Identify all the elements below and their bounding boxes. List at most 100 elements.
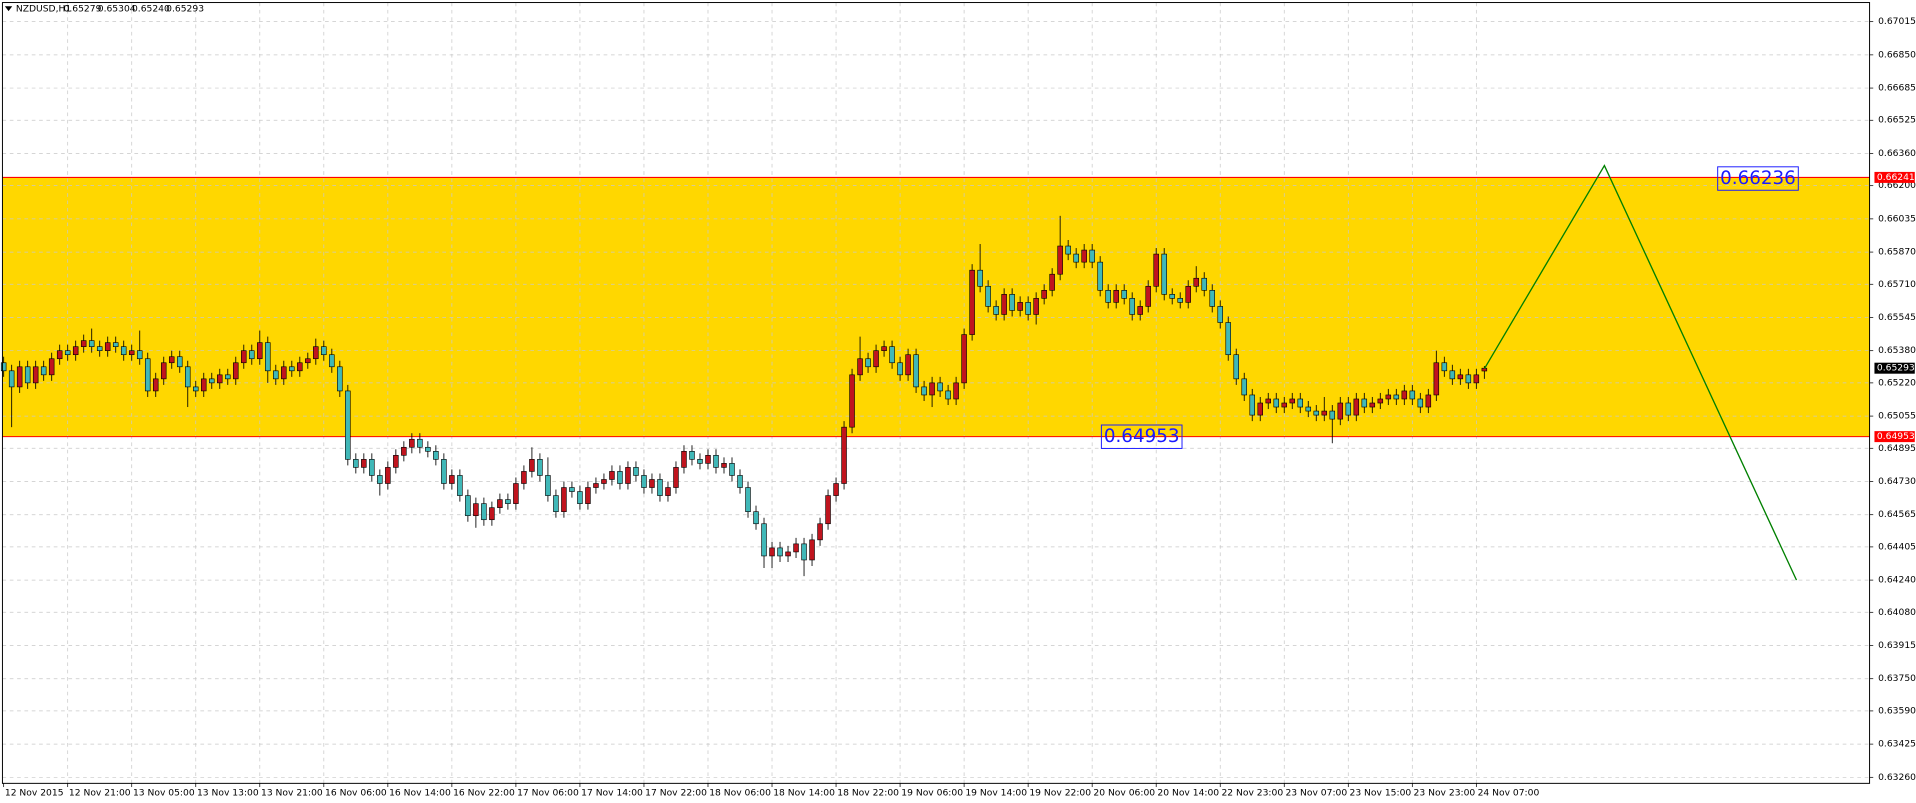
candle-body (353, 459, 359, 468)
candle-body (201, 378, 207, 392)
candle-body (1457, 374, 1464, 380)
y-tick-label: 0.63425 (1878, 739, 1916, 750)
candle-body (961, 334, 967, 384)
candle-body (80, 340, 87, 347)
menu-arrow[interactable] (4, 6, 13, 12)
candle-body (345, 390, 351, 460)
candle-body (1465, 374, 1472, 384)
candle-body (817, 523, 823, 541)
candle-body (561, 487, 567, 512)
label-layer: 0.67015 0.66850 0.66685 0.66525 0.66360 0.662… (3, 16, 1916, 799)
price-tag-label: 0.65293 (1877, 363, 1915, 374)
candle-body (1193, 277, 1199, 287)
candle-body (1145, 285, 1151, 307)
candle-body (545, 475, 551, 496)
candle-body (497, 499, 503, 508)
x-tick-label: 22 Nov 23:00 (1221, 788, 1283, 799)
y-tick-label: 0.65545 (1878, 312, 1916, 323)
x-tick-label: 12 Nov 2015 (5, 788, 64, 799)
x-tick-label: 23 Nov 15:00 (1350, 788, 1412, 799)
candle-body (785, 551, 791, 557)
candle-body (793, 543, 799, 553)
candle-body (257, 342, 263, 360)
candle-body (24, 366, 31, 384)
candle-body (633, 467, 639, 476)
candle-body (673, 467, 679, 488)
candle-body (617, 471, 623, 484)
candle-body (64, 350, 71, 356)
candle-body (913, 354, 919, 388)
candle-body (865, 358, 871, 368)
candle-body (1433, 362, 1440, 396)
x-tick-label: 19 Nov 22:00 (1029, 788, 1091, 799)
candle-body (1393, 394, 1400, 400)
candle-body (977, 269, 983, 287)
candle-body (481, 503, 487, 521)
candle-body (1417, 398, 1424, 408)
candle-body (144, 358, 151, 392)
candle-body (1361, 398, 1368, 408)
candle-body (289, 366, 295, 372)
candle-body (737, 475, 743, 488)
candle-body (32, 366, 39, 384)
y-tick-label: 0.66200 (1878, 180, 1916, 191)
candle-body (369, 459, 375, 476)
candle-body (1273, 398, 1280, 408)
candle-body (361, 459, 367, 468)
candle-body (377, 475, 383, 484)
candle-body (1297, 398, 1304, 408)
candle-body (641, 475, 647, 488)
candle-body (993, 306, 999, 315)
candle-body (1217, 306, 1223, 323)
x-tick-label: 18 Nov 22:00 (837, 788, 899, 799)
candle-body (689, 451, 695, 460)
x-tick-label: 23 Nov 23:00 (1414, 788, 1476, 799)
x-tick-label: 19 Nov 06:00 (901, 788, 963, 799)
y-tick-label: 0.66525 (1878, 115, 1916, 126)
y-tick-label: 0.66035 (1878, 213, 1916, 224)
x-tick-label: 20 Nov 06:00 (1093, 788, 1155, 799)
candle-body (465, 495, 471, 517)
candle-body (457, 475, 463, 496)
candle-body (185, 366, 191, 388)
candle-body (8, 370, 15, 388)
y-tick-label: 0.67015 (1878, 16, 1916, 27)
candle-body (609, 471, 615, 480)
candle-body (225, 374, 231, 380)
y-tick-label: 0.64565 (1878, 509, 1916, 520)
y-tick-label: 0.65220 (1878, 377, 1916, 388)
x-tick-label: 17 Nov 06:00 (517, 788, 579, 799)
candle-body (297, 362, 303, 372)
candle-body (337, 366, 343, 392)
candle-body (1329, 410, 1336, 420)
header-close: 0.65293 (166, 4, 204, 15)
candle-body (104, 342, 111, 351)
plot-frame (1, 2, 1871, 784)
candle-body (1161, 253, 1167, 295)
candle-body (1129, 298, 1135, 315)
candle-body (513, 483, 519, 504)
candle-body (881, 346, 887, 351)
candle-body (1041, 290, 1047, 299)
grid-layer (2, 2, 1870, 784)
candle-body (697, 459, 703, 464)
candle-body (112, 342, 119, 347)
candle-body (433, 451, 439, 460)
candle-body (577, 491, 583, 504)
candle-body (769, 547, 775, 557)
candle-body (40, 366, 47, 376)
candle-body (713, 455, 719, 468)
y-tick-label: 0.63260 (1878, 772, 1916, 783)
candle-body (553, 495, 559, 512)
y-tick-label: 0.64240 (1878, 575, 1916, 586)
zone-layer (2, 177, 1870, 437)
candle-body (417, 438, 423, 448)
candle-body (1025, 302, 1031, 315)
candle-body (128, 350, 135, 356)
header-high: 0.65304 (98, 4, 136, 15)
candle-body (273, 370, 279, 380)
y-tick-label: 0.65870 (1878, 247, 1916, 258)
y-tick-label: 0.66850 (1878, 49, 1916, 60)
candle-body (753, 511, 759, 525)
candle-body (873, 350, 879, 368)
